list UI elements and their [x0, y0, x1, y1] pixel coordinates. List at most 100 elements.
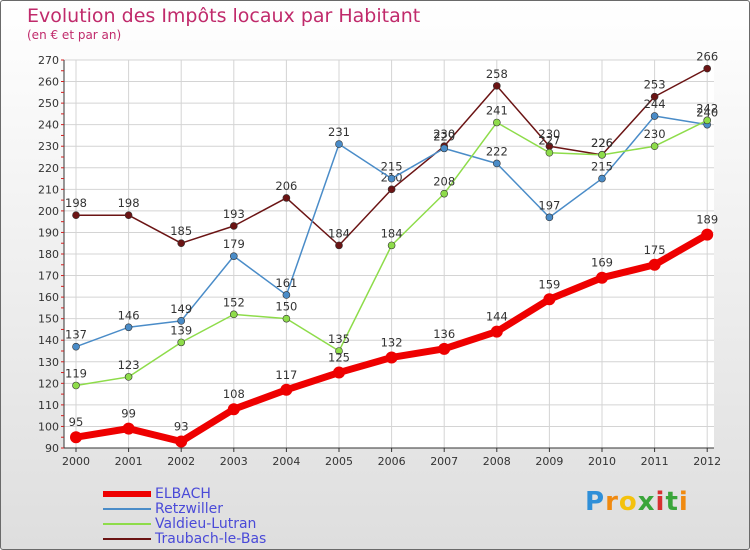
data-label: 184 — [328, 226, 350, 240]
data-label: 152 — [223, 295, 245, 309]
legend-swatch-elbach — [103, 490, 151, 497]
data-point — [177, 338, 185, 347]
data-label: 184 — [381, 226, 403, 240]
data-point — [598, 151, 606, 159]
data-label: 117 — [275, 368, 297, 382]
data-point — [490, 325, 503, 338]
legend: ELBACH Retzwiller Valdieu-Lutran Traubac… — [103, 486, 267, 547]
data-point — [335, 140, 343, 148]
data-label: 222 — [486, 144, 508, 158]
y-tick-label: 250 — [38, 97, 59, 110]
y-tick-label: 160 — [38, 291, 59, 304]
x-tick-label: 2004 — [272, 455, 300, 468]
data-point — [385, 351, 398, 364]
data-label: 198 — [65, 196, 87, 210]
data-label: 266 — [696, 50, 718, 64]
data-label: 161 — [275, 276, 297, 290]
data-label: 227 — [538, 134, 560, 148]
data-point — [72, 342, 80, 351]
x-tick-label: 2001 — [115, 455, 143, 468]
data-label: 132 — [381, 335, 403, 349]
x-tick-label: 2005 — [325, 455, 353, 468]
data-label: 230 — [644, 127, 666, 141]
data-point — [545, 148, 554, 157]
data-label: 230 — [433, 127, 455, 141]
data-label: 99 — [121, 407, 136, 421]
data-label: 253 — [644, 78, 666, 92]
x-tick-label: 2011 — [641, 455, 669, 468]
data-label: 144 — [486, 310, 508, 324]
data-label: 169 — [591, 256, 613, 270]
data-label: 119 — [65, 366, 87, 380]
data-label: 242 — [696, 101, 718, 115]
data-label: 137 — [65, 328, 87, 342]
data-point — [282, 314, 291, 323]
data-point — [72, 381, 80, 390]
y-tick-label: 150 — [38, 313, 59, 326]
y-tick-label: 120 — [38, 377, 59, 390]
data-point — [124, 373, 133, 381]
data-point — [545, 213, 554, 222]
data-label: 240 — [696, 106, 718, 120]
data-label: 226 — [591, 136, 613, 150]
data-point — [70, 431, 82, 444]
data-point — [282, 291, 291, 299]
brand-letter: t — [665, 487, 679, 517]
legend-label: Traubach-le-Bas — [155, 530, 267, 547]
brand-letter: P — [585, 487, 606, 517]
y-tick-label: 130 — [38, 356, 59, 369]
data-label: 139 — [170, 323, 192, 337]
legend-label: Valdieu-Lutran — [155, 515, 257, 532]
brand-letter: r — [605, 487, 619, 517]
data-point — [440, 189, 449, 198]
x-tick-label: 2006 — [378, 455, 406, 468]
data-point — [650, 142, 659, 151]
data-label: 150 — [275, 300, 297, 314]
data-label: 197 — [538, 198, 560, 212]
y-tick-label: 170 — [38, 270, 59, 283]
data-label: 185 — [170, 224, 192, 238]
y-tick-label: 270 — [38, 54, 59, 67]
data-label: 189 — [696, 213, 718, 227]
data-label: 193 — [223, 207, 245, 221]
legend-swatch-traubach-le-bas — [103, 537, 151, 540]
legend-swatch-valdieu-lutran — [103, 522, 151, 525]
data-point — [387, 185, 396, 194]
data-point — [703, 64, 712, 73]
data-point — [492, 159, 501, 168]
brand-letter: o — [618, 487, 638, 517]
data-point — [227, 403, 240, 416]
data-label: 231 — [328, 125, 350, 139]
data-point — [280, 383, 293, 396]
data-point — [438, 342, 451, 355]
chart-title: Evolution des Impôts locaux par Habitant — [27, 5, 421, 27]
y-tick-label: 140 — [38, 334, 59, 347]
data-label: 93 — [174, 420, 189, 434]
y-tick-label: 180 — [38, 248, 59, 261]
y-tick-label: 200 — [38, 205, 59, 218]
data-point — [122, 422, 135, 435]
data-point — [282, 194, 291, 202]
x-tick-label: 2002 — [167, 455, 195, 468]
data-label: 175 — [644, 243, 666, 257]
data-label: 208 — [433, 175, 455, 189]
data-point — [492, 118, 501, 127]
y-tick-label: 210 — [38, 183, 59, 196]
data-point — [650, 92, 659, 101]
data-point — [230, 252, 238, 260]
y-tick-label: 190 — [38, 226, 59, 239]
y-tick-label: 100 — [38, 420, 59, 433]
x-tick-label: 2010 — [588, 455, 616, 468]
y-tick-label: 240 — [38, 119, 59, 132]
legend-item-elbach: ELBACH — [103, 486, 266, 502]
data-point — [124, 323, 133, 332]
y-tick-label: 260 — [38, 76, 59, 89]
data-point — [543, 293, 556, 306]
data-point — [492, 82, 501, 90]
legend-item-retzwiller: Retzwiller — [103, 501, 266, 517]
chart-subtitle: (en € et par an) — [27, 28, 122, 42]
data-point — [598, 174, 606, 183]
legend-swatch-retzwiller — [103, 507, 151, 510]
